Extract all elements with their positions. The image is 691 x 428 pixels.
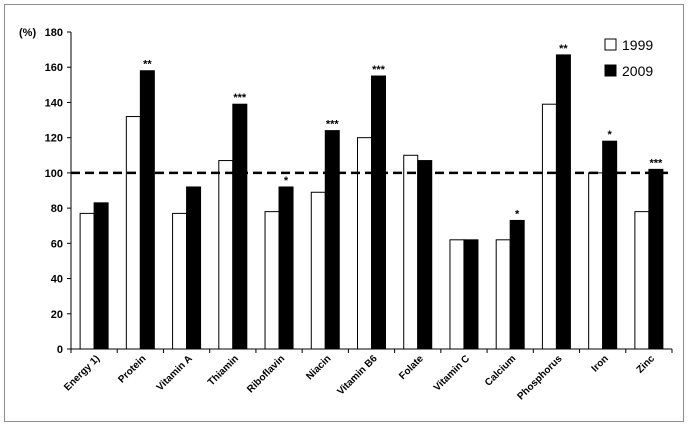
x-category-label: Folate — [397, 353, 426, 382]
bar-1999 — [218, 160, 234, 350]
bar-2009 — [371, 75, 386, 350]
bar-2009 — [278, 186, 294, 350]
x-category-label: Riboflavin — [245, 353, 287, 395]
bar-2009 — [463, 239, 479, 350]
y-tick-label: 20 — [51, 309, 63, 321]
bar-1999 — [264, 211, 280, 350]
bar-1999 — [310, 191, 326, 350]
bar-2009 — [648, 168, 664, 350]
x-category-label: Iron — [590, 353, 611, 374]
bar-2009 — [555, 54, 571, 350]
bar-2009 — [186, 186, 202, 350]
x-category-label: Vitamin A — [155, 353, 195, 393]
bar-1999 — [403, 154, 419, 350]
x-category-label: Phosphorus — [516, 353, 565, 402]
bar-1999 — [495, 239, 511, 350]
x-category-label: Thiamin — [206, 353, 241, 388]
bar-1999 — [634, 211, 650, 350]
significance-label: ** — [559, 43, 568, 55]
chart-frame: 0 20 40 60 80 100 120 140 160 180 (%) Energy 1) ** Pr… — [4, 4, 684, 422]
y-tick-label: 0 — [57, 344, 63, 356]
significance-label: * — [515, 208, 520, 220]
significance-label: *** — [233, 92, 247, 104]
bar-1999 — [541, 103, 557, 350]
x-category-label: Niacin — [304, 353, 333, 382]
bar-2009 — [232, 103, 248, 350]
bar-2009 — [93, 202, 109, 350]
y-axis-label: (%) — [19, 27, 36, 39]
bar-2009 — [509, 219, 525, 350]
significance-label: ** — [143, 59, 152, 71]
legend-label-2009: 2009 — [622, 63, 653, 79]
legend-swatch-2009 — [604, 64, 617, 77]
x-category-label: Protein — [116, 353, 148, 385]
y-tick-label: 120 — [45, 133, 63, 145]
x-category-label: Energy 1) — [62, 353, 102, 393]
significance-label: *** — [326, 119, 340, 131]
x-category-label: Vitamin C — [432, 353, 472, 393]
significance-label: * — [608, 129, 613, 141]
y-tick-label: 160 — [45, 62, 63, 74]
significance-label: *** — [649, 157, 663, 169]
bar-1999 — [125, 116, 141, 350]
bar-1999 — [357, 137, 372, 350]
x-category-label: Zinc — [635, 353, 658, 376]
significance-label: *** — [372, 64, 386, 76]
y-tick-label: 140 — [45, 97, 63, 109]
bar-2009 — [139, 70, 155, 350]
significance-label: * — [284, 175, 289, 187]
bar-1999 — [172, 212, 188, 350]
y-tick-label: 60 — [51, 238, 63, 250]
bar-1999 — [588, 172, 604, 350]
bar-2009 — [602, 140, 618, 350]
y-tick-label: 80 — [51, 203, 63, 215]
bar-2009 — [417, 160, 433, 350]
y-tick-label: 100 — [45, 168, 63, 180]
y-tick-label: 180 — [45, 27, 63, 39]
legend-label-1999: 1999 — [622, 37, 653, 53]
y-tick-label: 40 — [51, 274, 63, 286]
x-category-label: Vitamin B6 — [335, 353, 380, 398]
legend-swatch-1999 — [604, 38, 617, 51]
bar-1999 — [449, 239, 465, 350]
x-category-label: Calcium — [483, 353, 518, 388]
bar-1999 — [79, 212, 95, 350]
bar-2009 — [324, 130, 340, 350]
